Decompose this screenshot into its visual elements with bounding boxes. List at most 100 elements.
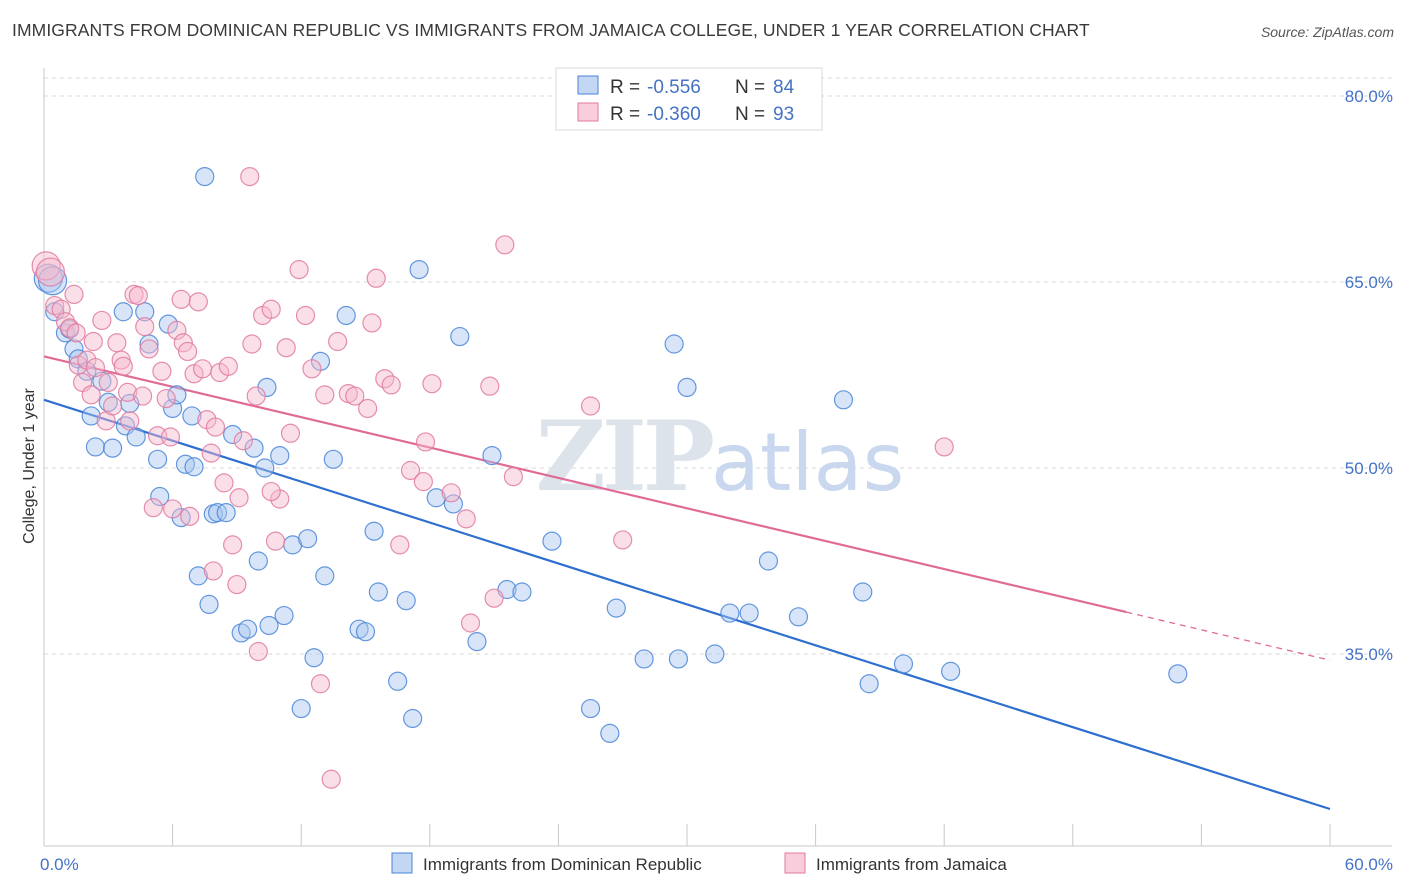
point-series-1 (302, 359, 322, 379)
point-series-1 (240, 167, 260, 187)
legend-n-label: N = (735, 77, 765, 98)
point-series-0 (216, 503, 236, 523)
point-series-0 (248, 551, 268, 571)
point-series-1 (315, 385, 335, 405)
point-series-1 (81, 385, 101, 405)
point-series-1 (66, 323, 86, 343)
point-series-1 (381, 375, 401, 395)
point-series-0 (244, 438, 264, 458)
x-tick-labels: 0.0% 60.0% (40, 855, 1393, 874)
point-series-1 (102, 396, 123, 416)
point-series-0 (147, 449, 168, 469)
point-series-1 (180, 506, 200, 526)
point-series-1 (163, 499, 183, 519)
point-series-1 (178, 341, 198, 362)
point-series-0 (364, 521, 384, 541)
point-series-0 (270, 446, 290, 466)
point-series-0 (403, 708, 423, 729)
point-series-1 (321, 769, 341, 789)
point-series-0 (167, 385, 187, 405)
point-series-1 (167, 320, 187, 340)
legend-n-value: 84 (773, 77, 795, 98)
y-tick-labels: 80.0% 65.0% 50.0% 35.0% (1345, 87, 1393, 664)
point-series-0 (323, 449, 343, 469)
y-axis-label: College, Under 1 year (21, 388, 38, 544)
point-series-1 (460, 613, 481, 633)
data-points (31, 167, 1188, 789)
point-series-0 (388, 671, 408, 691)
point-series-1 (289, 260, 309, 280)
point-series-0 (664, 334, 684, 354)
point-series-1 (128, 286, 148, 306)
point-series-0 (315, 566, 335, 586)
legend-r-label: R = (610, 104, 640, 125)
point-series-1 (400, 460, 421, 481)
point-series-1 (261, 299, 281, 319)
y-tick-label: 35.0% (1345, 645, 1393, 664)
point-series-1 (495, 235, 515, 255)
point-series-1 (223, 535, 243, 555)
legend-n-label: N = (735, 104, 765, 125)
point-series-1 (117, 382, 138, 402)
stats-legend: R = -0.556 N = 84 R = -0.360 N = 93 (555, 67, 823, 131)
point-series-0 (580, 698, 601, 719)
point-series-0 (223, 424, 243, 445)
point-series-0 (833, 390, 854, 410)
point-series-1 (188, 292, 208, 312)
point-series-0 (274, 605, 294, 626)
point-series-1 (242, 334, 262, 354)
point-series-0 (668, 649, 689, 669)
point-series-0 (81, 406, 101, 426)
point-series-1 (362, 313, 382, 333)
point-series-1 (60, 318, 80, 338)
point-series-1 (265, 531, 286, 551)
point-series-1 (160, 427, 181, 447)
point-series-1 (203, 561, 223, 581)
point-series-1 (413, 472, 433, 492)
point-series-0 (184, 457, 204, 477)
trend-line-0 (43, 398, 1331, 811)
point-series-0 (788, 607, 809, 627)
y-tick-label: 65.0% (1345, 273, 1393, 292)
legend-n-value: 93 (773, 104, 794, 125)
point-series-0 (893, 654, 914, 674)
x-tick-label: 0.0% (40, 855, 79, 874)
point-series-0 (705, 644, 725, 664)
axes (43, 68, 1392, 847)
point-series-0 (1168, 664, 1188, 684)
point-series-0 (64, 339, 84, 359)
point-series-1 (227, 574, 247, 595)
trend-line-dashed-1 (1126, 611, 1331, 661)
point-series-1 (358, 398, 378, 419)
y-tick-label: 50.0% (1345, 459, 1393, 478)
point-series-1 (503, 467, 523, 487)
point-series-0 (304, 648, 324, 668)
trend-line-1 (43, 355, 1127, 614)
chart-source: Source: ZipAtlas.com (1260, 24, 1394, 40)
point-series-1 (345, 386, 365, 406)
point-series-1 (64, 284, 84, 304)
point-series-1 (193, 359, 213, 379)
bottom-legend-label: Immigrants from Jamaica (816, 855, 1007, 874)
point-series-0 (634, 649, 654, 669)
point-series-1 (613, 530, 633, 550)
point-series-1 (156, 388, 176, 409)
point-series-0 (182, 406, 202, 426)
point-series-0 (396, 591, 416, 611)
bottom-legend-label: Immigrants from Dominican Republic (423, 855, 702, 874)
point-series-1 (248, 641, 268, 662)
bottom-legend-swatch (784, 852, 806, 874)
point-series-0 (853, 582, 873, 602)
point-series-0 (238, 619, 258, 639)
point-series-0 (409, 260, 429, 280)
point-series-1 (120, 411, 140, 431)
bottom-legend-swatch (391, 852, 413, 874)
point-series-1 (173, 333, 193, 353)
point-series-1 (35, 257, 66, 287)
point-series-1 (143, 498, 163, 518)
point-series-0 (941, 661, 961, 681)
point-series-0 (677, 377, 697, 397)
point-series-0 (368, 582, 388, 602)
trend-lines (43, 355, 1331, 811)
point-series-0 (606, 598, 626, 618)
